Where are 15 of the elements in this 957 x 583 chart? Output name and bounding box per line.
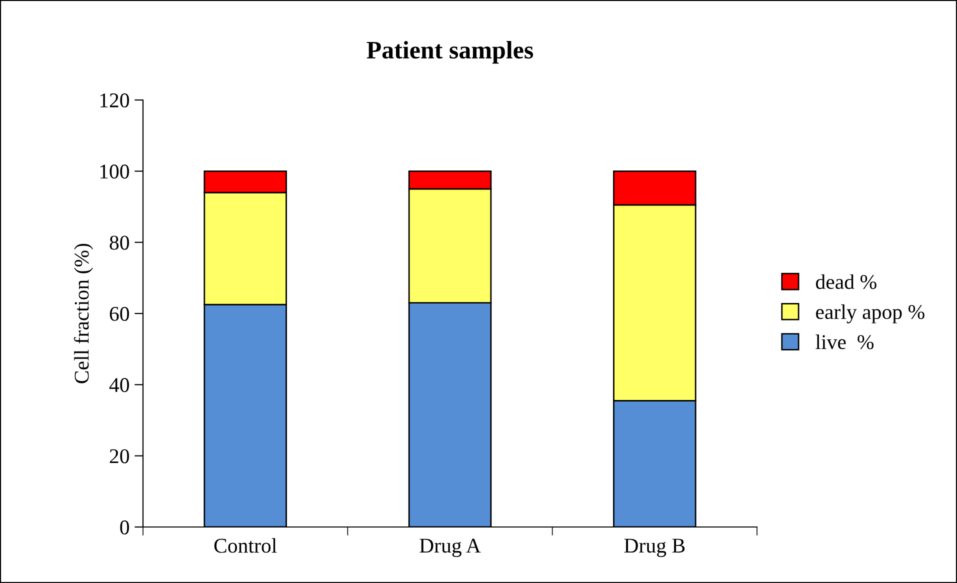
y-tick-label: 80 [110, 236, 130, 250]
x-tick-label: Drug B [624, 538, 685, 558]
x-tick-label: Control [214, 538, 277, 553]
y-tick-label: 0 [120, 520, 130, 534]
y-tick-label: 60 [110, 306, 130, 321]
y-tick-label: 20 [110, 449, 130, 464]
chart-title: Patient samples [366, 40, 534, 64]
y-tick-label: 40 [109, 378, 130, 392]
y-tick-label: 120 [100, 93, 130, 108]
legend-label: live % [816, 334, 874, 350]
x-tick-label: Drug A [420, 538, 481, 558]
legend-label: early apop % [816, 304, 924, 324]
legend-label: dead % [816, 274, 876, 290]
y-tick-label: 100 [100, 164, 130, 179]
y-axis-title: Cell fraction (%) [74, 244, 93, 384]
